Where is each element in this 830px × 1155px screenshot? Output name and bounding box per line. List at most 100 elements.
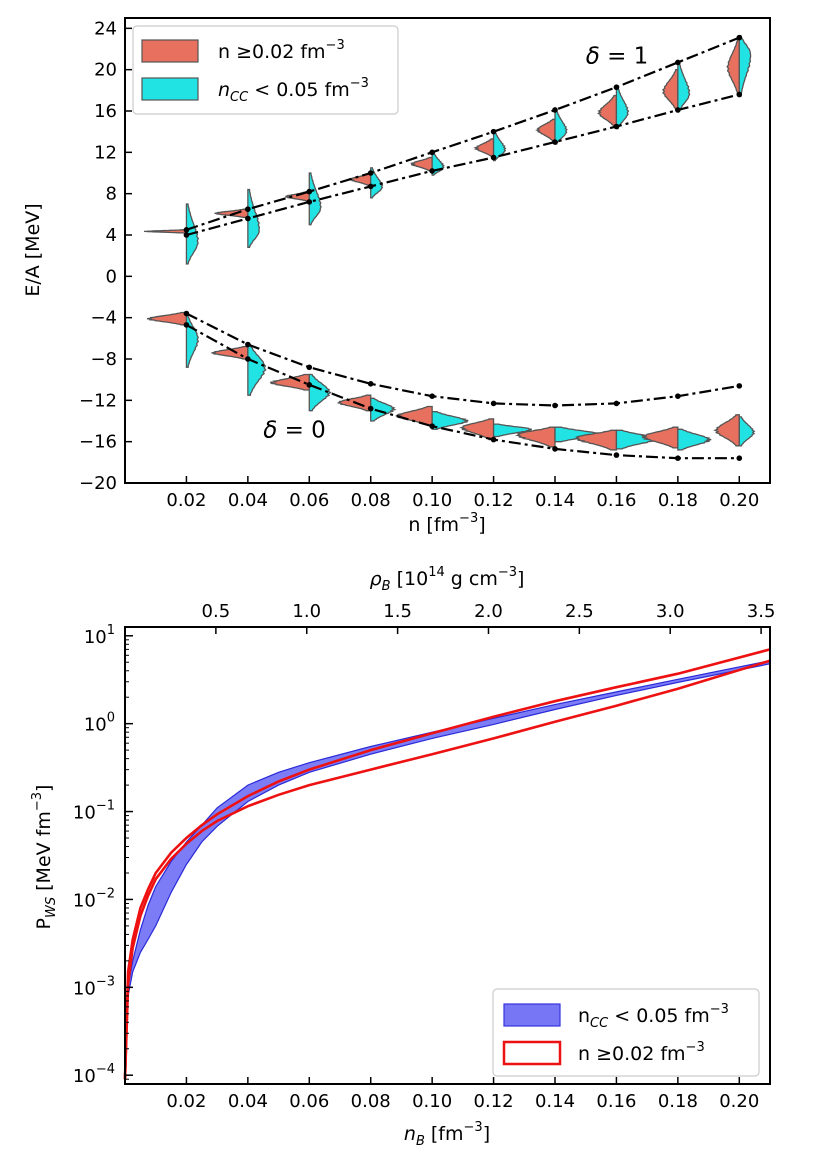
top-y-tick-label: 12 bbox=[94, 142, 117, 163]
top-y-tick-label: 20 bbox=[94, 60, 117, 81]
bottom-top-axis-label: ρB [1014 g cm−3] bbox=[370, 565, 525, 594]
violin-delta0-left bbox=[640, 426, 679, 449]
bottom-y-tick-label: 10−2 bbox=[73, 886, 115, 911]
top-legend-label-cyan: nCC < 0.05 fm−3 bbox=[218, 76, 369, 105]
violin-delta1-left bbox=[409, 156, 433, 172]
top-x-axis-label: n [fm−3] bbox=[408, 511, 485, 536]
violin-delta0-left bbox=[146, 311, 188, 326]
bound-point-delta1-upper bbox=[429, 149, 435, 156]
violin-delta0-right bbox=[677, 428, 712, 451]
bound-point-delta1-upper bbox=[613, 84, 620, 91]
bound-point-delta1-upper bbox=[552, 107, 558, 113]
bottom-y-ticks: 10−4 10−3 10−2 10−1 100 101 bbox=[73, 623, 133, 1087]
top-x-tick-label: 0.04 bbox=[228, 490, 268, 511]
top-x-tick-label: 0.18 bbox=[658, 490, 698, 511]
top-x-tick-label: 0.10 bbox=[412, 490, 452, 511]
bottom-x-tick-label: 0.06 bbox=[289, 1091, 329, 1112]
violin-delta1-right bbox=[308, 172, 322, 226]
envelope-red-lower bbox=[123, 659, 771, 1080]
bound-point-delta1-upper bbox=[183, 227, 190, 233]
top-x-tick-label: 0.16 bbox=[596, 490, 636, 511]
bound-point-delta1-upper bbox=[245, 206, 251, 212]
bound-point-delta1-upper bbox=[490, 128, 497, 135]
top-x-tick-label: 0.08 bbox=[351, 490, 391, 511]
top-legend-label-orange: n ≥0.02 fm−3 bbox=[218, 38, 345, 63]
violin-delta0-right bbox=[370, 397, 397, 422]
bound-point-delta0-upper bbox=[306, 364, 313, 371]
bottom-x-axis-label: nB [fm−3] bbox=[404, 1120, 490, 1149]
violin-delta0-right bbox=[492, 423, 532, 438]
top-y-tick-label: 0 bbox=[106, 266, 117, 287]
top-y-tick-label: 16 bbox=[94, 101, 117, 122]
bottom-x-tick-label: 0.16 bbox=[596, 1091, 636, 1112]
bound-point-delta0-lower bbox=[552, 446, 558, 452]
top-x-tick-label: 0.20 bbox=[719, 490, 759, 511]
bottom-top-tick-label: 3.0 bbox=[656, 601, 685, 622]
top-x-tick-label: 0.14 bbox=[535, 490, 575, 511]
delta-0-annotation: δ = 0 bbox=[263, 418, 326, 444]
bottom-top-tick-label: 1.5 bbox=[383, 601, 412, 622]
top-y-tick-label: −8 bbox=[90, 349, 117, 370]
bound-point-delta1-lower bbox=[183, 232, 190, 238]
bound-curve-delta0-lower bbox=[185, 323, 740, 460]
top-x-tick-label: 0.12 bbox=[474, 490, 514, 511]
bottom-y-tick-label: 101 bbox=[84, 623, 115, 648]
violin-delta1-right bbox=[677, 61, 691, 112]
bound-point-delta1-lower bbox=[613, 123, 620, 130]
bound-point-delta0-upper bbox=[736, 383, 743, 389]
bottom-x-tick-label: 0.02 bbox=[166, 1091, 206, 1112]
bound-curve-delta0-upper bbox=[185, 312, 740, 407]
bound-curve-delta1-lower bbox=[186, 93, 740, 237]
bound-point-delta1-lower bbox=[367, 183, 374, 190]
violin-delta1-left bbox=[596, 94, 618, 128]
violin-delta1-right bbox=[370, 167, 384, 199]
top-bound-curves bbox=[183, 34, 743, 462]
top-legend: n ≥0.02 fm−3 nCC < 0.05 fm−3 bbox=[132, 25, 399, 115]
bound-point-delta1-upper bbox=[306, 188, 313, 195]
violin-delta1-right bbox=[554, 109, 568, 145]
bound-point-delta1-lower bbox=[736, 91, 743, 98]
violin-delta1-right bbox=[738, 34, 752, 98]
bound-point-delta1-lower bbox=[306, 199, 313, 205]
top-y-tick-label: −16 bbox=[79, 432, 117, 453]
bound-point-delta0-upper bbox=[675, 393, 681, 400]
bound-point-delta0-upper bbox=[490, 400, 497, 407]
violin-delta0-left bbox=[270, 373, 310, 391]
bound-point-delta0-lower bbox=[245, 356, 251, 362]
bottom-top-axis-ticks: 0.5 1.0 1.5 2.0 2.5 3.0 3.5 bbox=[202, 601, 776, 634]
bound-point-delta0-lower bbox=[306, 382, 313, 388]
violin-delta0-left bbox=[573, 429, 618, 451]
bottom-x-tick-label: 0.14 bbox=[535, 1091, 575, 1112]
bottom-x-tick-label: 0.10 bbox=[412, 1091, 452, 1112]
bound-point-delta0-upper bbox=[245, 341, 251, 348]
bottom-top-tick-label: 3.5 bbox=[747, 601, 776, 622]
bottom-legend: nCC < 0.05 fm−3 n ≥0.02 fm−3 bbox=[492, 988, 760, 1077]
bound-point-delta1-lower bbox=[245, 215, 251, 222]
bound-curve-delta1-upper bbox=[186, 36, 740, 231]
violin-delta0-right bbox=[185, 314, 200, 368]
bottom-top-tick-label: 2.5 bbox=[565, 601, 594, 622]
violin-delta0-right bbox=[738, 416, 756, 447]
bottom-top-tick-label: 1.0 bbox=[292, 601, 321, 622]
bottom-top-tick-label: 0.5 bbox=[202, 601, 231, 622]
top-y-tick-label: −12 bbox=[79, 390, 117, 411]
bottom-x-ticks: 0.02 0.04 0.06 0.08 0.10 0.12 0.14 0.16 0.18 0.20 bbox=[166, 1077, 759, 1112]
violin-delta0-right bbox=[431, 411, 469, 430]
bottom-x-tick-label: 0.08 bbox=[351, 1091, 391, 1112]
violin-delta0-left bbox=[515, 426, 556, 448]
bound-point-delta0-lower bbox=[183, 322, 190, 328]
top-x-tick-label: 0.06 bbox=[289, 490, 329, 511]
bottom-y-tick-label: 10−3 bbox=[73, 974, 115, 999]
top-legend-box bbox=[132, 25, 399, 115]
top-plot-frame bbox=[124, 17, 771, 484]
bound-point-delta1-upper bbox=[675, 59, 681, 66]
bound-point-delta0-lower bbox=[429, 423, 435, 429]
violin-delta1-right bbox=[615, 86, 630, 130]
top-y-tick-label: 8 bbox=[106, 184, 117, 205]
top-y-tick-label: −20 bbox=[79, 473, 117, 494]
bound-point-delta0-lower bbox=[736, 455, 743, 462]
top-legend-swatch-cyan bbox=[141, 77, 199, 101]
